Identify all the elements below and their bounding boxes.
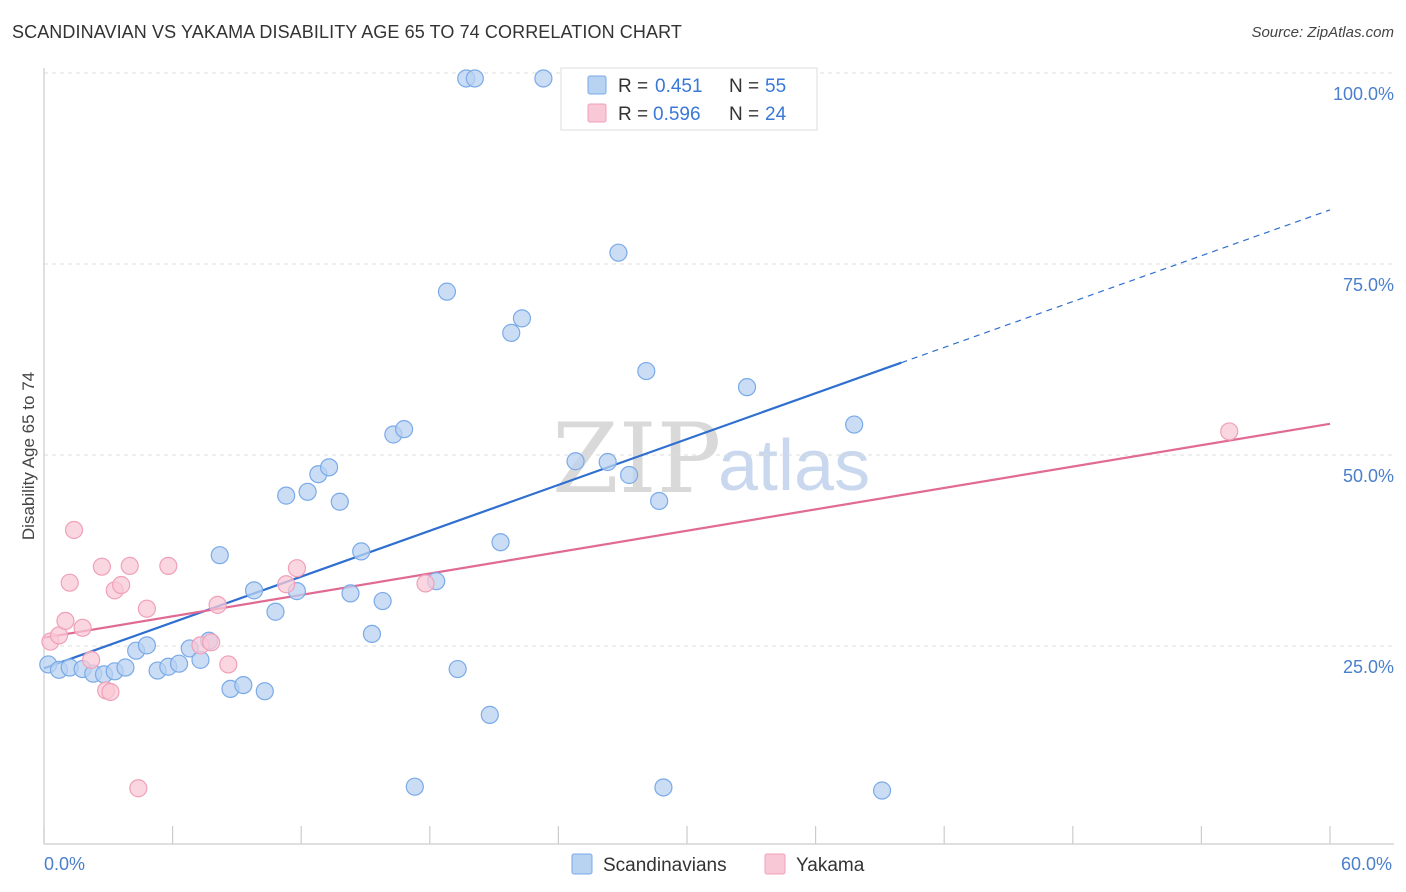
trend-line-yakama	[43, 422, 1331, 639]
scandinavians-point	[319, 458, 339, 477]
yakama-point	[137, 599, 156, 618]
scandinavians-point	[465, 69, 484, 88]
scandinavians-point	[650, 491, 669, 511]
scandinavians-point	[512, 309, 532, 328]
scandinavians-point	[244, 581, 264, 600]
scandinavians-point	[534, 69, 553, 88]
source-label: Source: ZipAtlas.com	[1251, 24, 1394, 41]
scandinavians-point	[448, 659, 467, 679]
scandinavians-point	[362, 624, 382, 644]
trend-line-scandinavians	[43, 361, 902, 670]
yakama-point	[120, 556, 139, 576]
legend-n-value-1: 55	[765, 76, 786, 97]
scandinavians-point	[654, 778, 673, 797]
scandinavians-point	[210, 546, 229, 565]
scandinavians-point	[352, 542, 371, 561]
yakama-point	[202, 633, 221, 652]
gridlines	[44, 72, 1394, 647]
x-axis-ticks	[43, 826, 1331, 844]
watermark-atlas: atlas	[718, 426, 870, 506]
scandinavians-point	[845, 415, 864, 434]
scandinavians-point	[277, 486, 296, 505]
scandinavians-point	[620, 465, 639, 485]
yakama-points	[41, 422, 1239, 798]
yakama-point	[287, 559, 307, 578]
series-legend-swatch-scandinavians	[571, 853, 593, 875]
scandinavians-point	[330, 492, 349, 511]
legend-n-label-1: N =	[729, 76, 759, 97]
scandinavians-point	[394, 420, 414, 439]
y-tick-label-100: 100.0%	[1333, 84, 1394, 104]
legend-r-value-1: 0.451	[655, 76, 703, 97]
yakama-point	[112, 575, 131, 595]
trend-line-scandinavians-extension	[901, 209, 1331, 364]
yakama-point	[64, 520, 84, 540]
scandinavians-point	[598, 452, 617, 472]
legend-n-value-2: 24	[765, 104, 787, 125]
chart-title: SCANDINAVIAN VS YAKAMA DISABILITY AGE 65…	[12, 22, 682, 42]
scandinavians-point	[341, 584, 360, 603]
scandinavians-point	[137, 636, 156, 655]
scandinavians-point	[609, 243, 628, 262]
y-tick-label-25: 25.0%	[1343, 657, 1394, 677]
y-tick-labels: 25.0% 50.0% 75.0% 100.0%	[1333, 84, 1394, 677]
scandinavians-point	[116, 658, 135, 677]
scandinavians-point	[480, 705, 499, 724]
yakama-point	[60, 573, 79, 592]
legend-swatch-pink	[587, 103, 607, 123]
scandinavians-point	[298, 482, 317, 501]
legend-r-value-2: 0.596	[653, 104, 701, 125]
scandinavians-point	[266, 602, 285, 621]
legend-n-label-2: N =	[729, 104, 759, 125]
yakama-point	[101, 682, 120, 702]
y-tick-label-50: 50.0%	[1343, 466, 1394, 486]
yakama-point	[129, 779, 148, 798]
scandinavians-point	[737, 378, 757, 397]
scandinavians-point	[234, 675, 253, 695]
scandinavians-point	[637, 361, 656, 381]
y-axis-label: Disability Age 65 to 74	[19, 372, 38, 540]
x-tick-label-max: 60.0%	[1341, 854, 1392, 874]
yakama-point	[92, 557, 111, 576]
legend-r-label-2: R =	[618, 104, 648, 125]
x-tick-label-min: 0.0%	[44, 854, 85, 874]
yakama-point	[73, 618, 92, 637]
scandinavians-point	[255, 682, 274, 701]
series-legend-swatch-yakama	[764, 853, 786, 875]
scandinavians-point	[437, 282, 457, 301]
series-legend-yakama: Yakama	[796, 855, 865, 876]
yakama-point	[277, 575, 296, 594]
series-legend: Scandinavians Yakama	[571, 853, 865, 876]
yakama-point	[219, 655, 238, 674]
yakama-point	[416, 574, 435, 593]
scandinavians-point	[405, 777, 424, 796]
series-legend-scandinavians: Scandinavians	[603, 855, 727, 876]
yakama-point	[56, 611, 75, 631]
legend-swatch-blue	[587, 75, 607, 95]
scandinavians-point	[169, 654, 189, 673]
trend-lines	[43, 209, 1331, 670]
scandinavians-point	[502, 323, 521, 342]
yakama-point	[159, 556, 178, 576]
yakama-point	[82, 650, 101, 669]
correlation-legend: R = 0.451 N = 55 R = 0.596 N = 24	[560, 67, 818, 131]
scandinavians-point	[491, 533, 510, 552]
scandinavians-point	[872, 781, 892, 800]
scandinavians-points	[39, 69, 892, 800]
yakama-point	[1220, 422, 1239, 441]
y-tick-label-75: 75.0%	[1343, 275, 1394, 295]
legend-r-label-1: R =	[618, 76, 648, 97]
yakama-point	[208, 595, 227, 614]
scandinavians-point	[566, 452, 585, 471]
scandinavians-point	[373, 591, 392, 611]
